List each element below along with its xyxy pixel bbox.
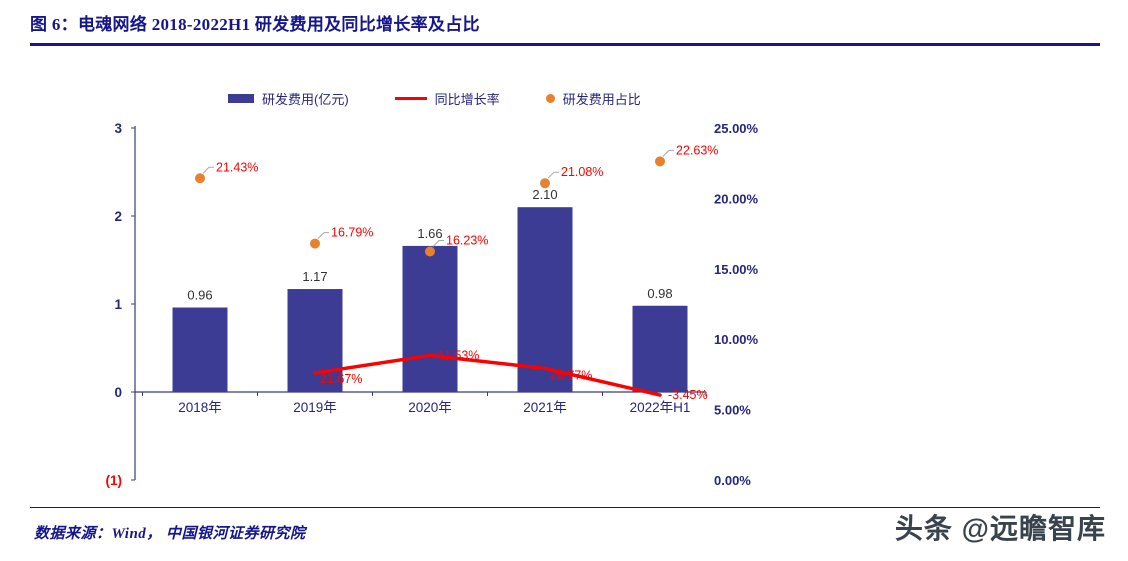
ratio-dot [195, 173, 205, 184]
legend-item-rd-ratio: 研发费用占比 [545, 89, 641, 108]
figure-title: 图 6：电魂网络 2018-2022H1 研发费用及同比增长率及占比 [30, 15, 480, 34]
right-axis-tick-label: 5.00% [714, 403, 751, 418]
dot-value-label: 16.23% [446, 233, 488, 247]
ratio-dot [310, 238, 320, 249]
ratio-dot [540, 178, 550, 189]
category-label: 2019年 [293, 400, 337, 415]
ratio-dot [655, 156, 665, 167]
dot-value-label: 16.79% [331, 226, 373, 240]
dot-value-label: 21.43% [216, 160, 258, 174]
left-axis-tick-label: 1 [114, 297, 122, 312]
bar-value-label: 0.98 [647, 286, 672, 301]
category-label: 2018年 [178, 400, 222, 415]
bar-swatch-icon [228, 94, 254, 103]
bar [402, 245, 458, 392]
data-source-note: 数据来源：Wind， 中国银河证券研究院 [34, 526, 306, 542]
right-axis-tick-label: 20.00% [714, 191, 759, 206]
dot-label-leader [547, 171, 559, 179]
bar-value-label: 0.96 [187, 288, 212, 303]
yoy-growth-line [313, 353, 662, 397]
figure-title-bar: 图 6：电魂网络 2018-2022H1 研发费用及同比增长率及占比 [30, 10, 1100, 46]
bar [632, 305, 688, 392]
right-axis-tick-label: 15.00% [714, 262, 759, 277]
left-axis-tick-label: 3 [114, 121, 122, 136]
bar-value-label: 1.66 [417, 226, 442, 241]
bar-value-label: 2.10 [532, 187, 557, 202]
line-value-label: 26.77% [550, 368, 592, 382]
bar [517, 207, 573, 392]
bar-value-label: 1.17 [302, 269, 327, 284]
legend-label: 同比增长率 [434, 92, 500, 107]
legend-item-yoy-growth: 同比增长率 [394, 89, 500, 108]
dot-label-leader [662, 149, 674, 157]
dot-value-label: 21.08% [561, 165, 603, 179]
dot-label-leader [202, 166, 214, 174]
line-value-label: -3.45% [668, 388, 708, 402]
bar [172, 307, 228, 392]
ratio-dot [425, 246, 435, 257]
category-label: 2020年 [408, 400, 452, 415]
right-axis-tick-label: 25.00% [714, 121, 759, 136]
watermark: 头条 @远瞻智库 [894, 513, 1106, 544]
legend-item-rd-expense: 研发费用(亿元) [228, 89, 349, 108]
dot-value-label: 22.63% [676, 143, 718, 157]
dot-label-leader [317, 232, 329, 239]
footer-divider [30, 507, 1100, 508]
left-axis-tick-label: 0 [114, 385, 122, 400]
category-label: 2021年 [523, 400, 567, 415]
right-axis-tick-label: 10.00% [714, 332, 759, 347]
bar [287, 289, 343, 392]
legend-label: 研发费用占比 [562, 92, 641, 107]
line-value-label: 41.53% [437, 348, 479, 362]
left-axis-tick-label: (1) [106, 473, 123, 488]
dot-swatch-icon [545, 94, 555, 103]
right-axis-tick-label: 0.00% [714, 473, 751, 488]
left-axis-tick-label: 2 [114, 209, 122, 224]
category-label: 2022年H1 [630, 400, 691, 415]
dot-label-leader [432, 239, 444, 247]
line-value-label: 21.67% [320, 372, 362, 386]
chart-legend: 研发费用(亿元) 同比增长率 研发费用占比 [228, 89, 641, 108]
legend-label: 研发费用(亿元) [262, 92, 349, 107]
line-swatch-icon [394, 97, 427, 100]
